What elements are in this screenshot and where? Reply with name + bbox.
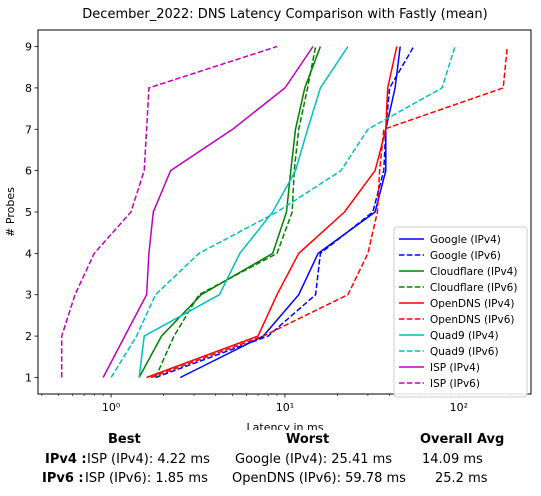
series-line-3 (154, 46, 317, 378)
series-line-6 (138, 46, 349, 378)
y-tick-label: 8 (25, 82, 32, 95)
x-tick-label: 10⁰ (102, 401, 121, 414)
summary-worst-ipv4: Google (IPv4): 25.41 ms (235, 452, 393, 467)
axis-layer: 1 2 3 4 5 6 7 8 9 10⁰ 10¹ 10² (25, 41, 512, 414)
y-tick-label: 2 (25, 330, 32, 343)
summary-header-avg: Overall Avg (420, 432, 505, 447)
legend-label: OpenDNS (IPv4) (430, 298, 515, 310)
summary-best-ipv4: ISP (IPv4): 4.22 ms (87, 452, 210, 467)
legend-label: ISP (IPv4) (430, 362, 480, 374)
legend-label: OpenDNS (IPv6) (430, 314, 515, 326)
summary-header-worst: Worst (286, 432, 330, 447)
y-tick-label: 7 (25, 123, 32, 136)
x-axis-label: Latency in ms (247, 421, 324, 430)
legend-label: Quad9 (IPv6) (430, 346, 499, 358)
legend-label: Cloudflare (IPv6) (430, 282, 517, 294)
legend-box (393, 226, 528, 398)
y-tick-label: 1 (25, 371, 32, 384)
series-line-4 (146, 46, 398, 379)
y-tick-label: 5 (25, 206, 32, 219)
legend-label: Google (IPv4) (430, 234, 501, 246)
summary-row-ipv4: IPv4 : (45, 452, 87, 467)
summary-header-best: Best (108, 432, 141, 447)
dns-latency-chart: December_2022: DNS Latency Comparison wi… (4, 7, 532, 430)
summary-best-ipv6: ISP (IPv6): 1.85 ms (85, 471, 208, 486)
legend-label: Cloudflare (IPv4) (430, 266, 517, 278)
series-layer (60, 45, 509, 379)
chart-title: December_2022: DNS Latency Comparison wi… (82, 7, 487, 22)
y-tick-label: 6 (25, 165, 32, 178)
series-line-0 (179, 46, 401, 379)
summary-avg-ipv6: 25.2 ms (435, 471, 488, 486)
summary-worst-ipv6: OpenDNS (IPv6): 59.78 ms (232, 471, 406, 486)
series-line-1 (155, 46, 415, 379)
summary-row-label: IPv4 : (45, 452, 87, 467)
legend-label: Quad9 (IPv4) (430, 330, 499, 342)
summary-row-ipv6: IPv6 : (42, 471, 84, 486)
x-tick-label: 10² (450, 401, 468, 414)
series-line-9 (60, 45, 278, 378)
series-line-5 (150, 46, 509, 379)
y-tick-label: 4 (25, 247, 32, 260)
y-tick-label: 9 (25, 41, 32, 54)
x-tick-label: 10¹ (276, 401, 294, 414)
series-line-2 (138, 46, 322, 378)
summary-row-label: IPv6 : (42, 471, 84, 486)
series-line-8 (102, 46, 314, 378)
summary-avg-ipv4: 14.09 ms (422, 452, 483, 467)
y-tick-label: 3 (25, 289, 32, 302)
legend-label: Google (IPv6) (430, 250, 501, 262)
series-line-7 (110, 46, 456, 378)
legend-label: ISP (IPv6) (430, 378, 480, 390)
y-axis-label: # Probes (4, 187, 17, 237)
legend: Google (IPv4) Google (IPv6) Cloudflare (IP… (393, 226, 528, 398)
